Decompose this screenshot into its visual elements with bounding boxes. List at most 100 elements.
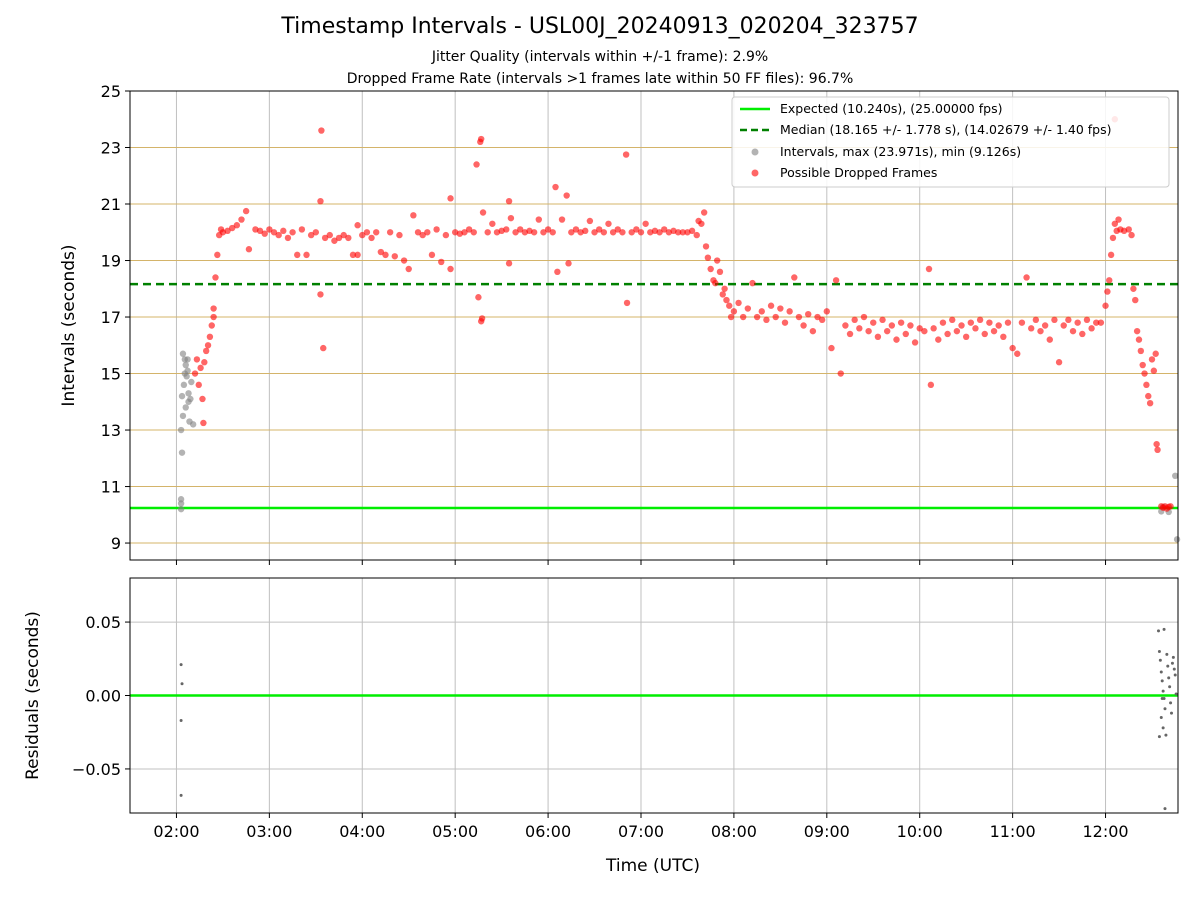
dropped-frame-point [558,216,566,223]
dropped-frame-point [902,330,909,338]
residual-point [1159,670,1163,674]
dropped-frame-point [939,319,947,326]
dropped-frame-point [1023,274,1030,281]
dropped-frame-point [846,330,854,338]
dropped-frame-point [1102,302,1109,309]
x-tick-label: 08:00 [711,822,757,841]
interval-point [182,404,189,411]
legend-median-label: Median (18.165 +/- 1.778 s), (14.02679 +… [780,122,1111,137]
residual-point [1163,707,1167,711]
dropped-frame-point [572,226,580,233]
dropped-frame-point [702,243,710,250]
dropped-frame-point [318,127,325,134]
dropped-frame-point [428,251,436,259]
dropped-frame-point [925,265,933,273]
top-plot-frame [129,90,1179,561]
bottom-plot-x-axis-label: Time (UTC) [605,856,700,876]
dropped-frame-point [368,234,375,242]
interval-point [177,496,185,503]
dropped-frame-point [605,220,612,227]
dropped-frame-point [214,251,221,259]
dropped-frame-point [976,316,984,324]
legend-dropped-label: Possible Dropped Frames [780,165,937,180]
dropped-frame-point [465,226,473,233]
dropped-frame-point [791,274,798,281]
dropped-frame-point [391,253,398,260]
dropped-frame-point [837,370,844,377]
dropped-frame-point [958,322,965,329]
dropped-frame-point [637,229,645,236]
dropped-frame-point [949,316,956,324]
x-tick-label: 07:00 [618,822,664,841]
dropped-frame-point [228,224,236,232]
dropped-frame-point [540,229,547,236]
dropped-frame-point [206,333,214,341]
residual-point [1158,658,1162,662]
dropped-frame-point [1125,226,1132,233]
dropped-frame-point [712,279,719,287]
dropped-frame-point [320,344,327,352]
dropped-frame-point [907,322,914,329]
residual-point [179,793,183,797]
interval-point [185,390,192,397]
dropped-frame-point [224,227,231,235]
dropped-frame-point [700,209,708,216]
dropped-frame-point [828,344,835,352]
dropped-frame-point [233,222,241,229]
interval-point [184,367,191,374]
residual-point [179,663,183,667]
dropped-frame-point [1032,316,1040,324]
dropped-frame-point [1137,347,1145,355]
interval-point [177,426,185,434]
dropped-frame-point [842,322,849,329]
dropped-frame-point [335,234,343,242]
residual-point [1169,701,1173,705]
dropped-frame-point [354,251,361,259]
dropped-frame-point [1018,319,1026,326]
x-tick-label: 04:00 [339,822,385,841]
dropped-frame-point [447,265,454,273]
top-y-tick-label: 17 [101,308,121,327]
legend-intervals-label: Intervals, max (23.971s), min (9.126s) [780,144,1021,159]
dropped-frame-point [461,229,468,236]
dropped-frame-point [1146,399,1154,407]
dropped-frame-point [345,234,352,242]
top-y-tick-label: 9 [111,534,121,553]
interval-point [179,350,187,357]
dropped-frame-point [656,229,663,236]
dropped-frame-point [1051,316,1058,324]
dropped-frame-point [312,229,320,236]
dropped-frame-point [619,229,626,236]
dropped-frame-point [294,251,301,259]
residual-point [1172,667,1176,671]
dropped-frame-point [781,319,789,326]
dropped-frame-point [1079,330,1086,338]
dropped-frame-point [1148,356,1156,363]
dropped-frame-point [990,327,998,335]
dropped-frame-point [595,226,603,233]
dropped-frame-point [210,313,217,321]
dropped-frame-point [568,229,575,236]
top-plot-x-ticks [175,560,1107,565]
residual-point [1160,696,1164,700]
dropped-frame-point [814,313,821,321]
dropped-frame-point [326,231,333,239]
dropped-frame-point [261,230,268,237]
dropped-frame-point [1128,231,1135,239]
interval-point [178,392,186,400]
dropped-frame-point [396,231,403,239]
dropped-frame-point [1152,350,1159,357]
dropped-frame-point [777,305,784,312]
interval-point [181,356,189,363]
residual-point [1162,627,1166,631]
dropped-frame-point [1097,319,1105,326]
dropped-frame-point [505,260,513,267]
residual-point [1163,807,1167,811]
dropped-frame-point [674,229,682,236]
dropped-frame-point [554,268,561,276]
dropped-frame-point [1132,296,1139,304]
dropped-frame-point [1083,316,1091,324]
residual-point [179,718,183,722]
dropped-frame-point [1167,503,1174,510]
dropped-frame-point [800,322,807,329]
